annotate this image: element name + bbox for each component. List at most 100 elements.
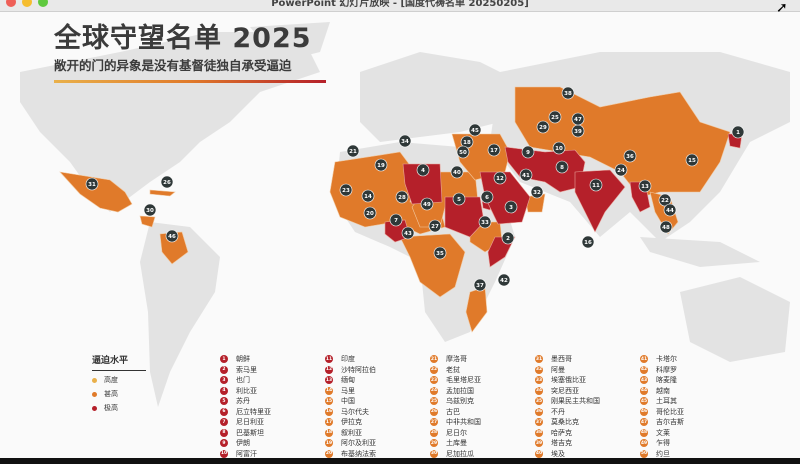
country-list-item: 12 沙特阿拉伯 xyxy=(325,365,430,376)
marker-rank: 11 xyxy=(592,183,600,189)
country-name: 阿尔及利亚 xyxy=(341,439,376,448)
country-list-item: 10 阿富汗 xyxy=(220,449,325,460)
slide-title: 全球守望名单 2025 xyxy=(54,23,312,54)
map-marker: 37 xyxy=(473,278,487,292)
marker-rank: 15 xyxy=(688,158,696,164)
marker-rank: 34 xyxy=(401,139,409,145)
rank-badge: 13 xyxy=(325,376,333,385)
map-marker: 17 xyxy=(487,143,501,157)
zoom-window-button[interactable] xyxy=(38,0,48,7)
marker-circle xyxy=(552,141,566,155)
marker-circle xyxy=(731,125,745,139)
map-marker: 35 xyxy=(433,246,447,260)
marker-circle xyxy=(401,226,415,240)
country-name: 布基纳法索 xyxy=(341,449,376,458)
marker-circle xyxy=(638,179,652,193)
country-name: 科摩罗 xyxy=(656,365,677,374)
marker-rank: 17 xyxy=(490,148,498,154)
minimize-window-button[interactable] xyxy=(22,0,32,7)
country-list-item: 50 约旦 xyxy=(640,449,745,460)
rank-badge: 21 xyxy=(430,355,438,364)
close-window-button[interactable] xyxy=(6,0,16,7)
map-marker: 44 xyxy=(663,203,677,217)
marker-circle xyxy=(478,215,492,229)
marker-circle xyxy=(589,178,603,192)
rank-badge: 43 xyxy=(640,376,648,385)
rank-badge: 50 xyxy=(640,449,648,458)
marker-rank: 20 xyxy=(366,211,374,217)
marker-circle xyxy=(530,185,544,199)
country-name: 哥伦比亚 xyxy=(656,407,684,416)
marker-circle xyxy=(473,278,487,292)
country-list-item: 19 阿尔及利亚 xyxy=(325,438,430,449)
marker-circle xyxy=(395,190,409,204)
map-marker: 30 xyxy=(143,203,157,217)
marker-rank: 26 xyxy=(163,180,171,186)
country-list-item: 36 不丹 xyxy=(535,407,640,418)
marker-circle xyxy=(143,203,157,217)
country-list-item: 9 伊朗 xyxy=(220,438,325,449)
marker-rank: 9 xyxy=(526,150,530,156)
central-africa xyxy=(399,233,466,298)
marker-circle xyxy=(561,86,575,100)
country-name: 突尼西亚 xyxy=(551,386,579,395)
marker-rank: 13 xyxy=(641,184,649,190)
marker-rank: 22 xyxy=(661,198,669,204)
country-name: 也门 xyxy=(236,376,250,385)
rank-badge: 7 xyxy=(220,418,228,427)
country-list-item: 31 墨西哥 xyxy=(535,354,640,365)
country-name: 印度 xyxy=(341,355,355,364)
country-list-item: 13 缅甸 xyxy=(325,375,430,386)
marker-rank: 41 xyxy=(522,173,530,179)
country-list-item: 11 印度 xyxy=(325,354,430,365)
legend: 逼迫水平 高度 甚高 极高 xyxy=(92,353,146,413)
country-list-item: 3 也门 xyxy=(220,375,325,386)
country-list-item: 15 中国 xyxy=(325,396,430,407)
marker-rank: 6 xyxy=(485,195,489,201)
country-name: 厄立特里亚 xyxy=(236,407,271,416)
map-marker: 8 xyxy=(555,160,569,174)
map-marker: 12 xyxy=(493,171,507,185)
country-ranking-list: 1 朝鲜 2 索马里 3 也门 4 利比亚 5 苏丹 6 厄立特里亚 7 尼日利亚 8 巴基斯坦 9 伊朗 10 阿富… xyxy=(220,354,745,459)
country-name: 文莱 xyxy=(656,428,670,437)
country-name: 老挝 xyxy=(446,365,460,374)
country-list-item: 22 老挝 xyxy=(430,365,535,376)
marker-rank: 28 xyxy=(398,195,406,201)
country-name: 土库曼 xyxy=(446,439,467,448)
country-name: 伊朗 xyxy=(236,439,250,448)
window-title: PowerPoint 幻灯片放映 - [国度代祷名单 20250205] xyxy=(271,0,529,9)
legend-dot-icon xyxy=(92,391,97,397)
rank-badge: 45 xyxy=(640,397,648,406)
country-name: 伊拉克 xyxy=(341,418,362,427)
country-list-item: 26 古巴 xyxy=(430,407,535,418)
country-list-item: 6 厄立特里亚 xyxy=(220,407,325,418)
map-marker: 23 xyxy=(339,183,353,197)
country-name: 朝鲜 xyxy=(236,355,250,364)
marker-circle xyxy=(420,197,434,211)
marker-rank: 36 xyxy=(626,154,634,160)
rank-badge: 35 xyxy=(535,397,543,406)
marker-rank: 18 xyxy=(463,140,471,146)
rank-badge: 49 xyxy=(640,439,648,448)
country-name: 马尔代夫 xyxy=(341,407,369,416)
marker-circle xyxy=(623,149,637,163)
marker-rank: 19 xyxy=(377,163,385,169)
marker-rank: 4 xyxy=(421,168,425,174)
rank-badge: 2 xyxy=(220,365,228,374)
map-marker: 21 xyxy=(346,144,360,158)
rank-badge: 12 xyxy=(325,365,333,374)
marker-rank: 45 xyxy=(471,128,479,134)
marker-rank: 2 xyxy=(506,236,510,242)
country-name: 中非共和国 xyxy=(446,418,481,427)
marker-circle xyxy=(663,203,677,217)
legend-item-very-high: 甚高 xyxy=(92,389,146,399)
country-name: 乍得 xyxy=(656,439,670,448)
rank-badge: 28 xyxy=(430,428,438,437)
map-marker: 48 xyxy=(659,220,673,234)
map-marker: 1 xyxy=(731,125,745,139)
rank-badge: 17 xyxy=(325,418,333,427)
country-list-item: 16 马尔代夫 xyxy=(325,407,430,418)
marker-circle xyxy=(363,206,377,220)
marker-rank: 7 xyxy=(394,218,398,224)
rank-badge: 26 xyxy=(430,407,438,416)
